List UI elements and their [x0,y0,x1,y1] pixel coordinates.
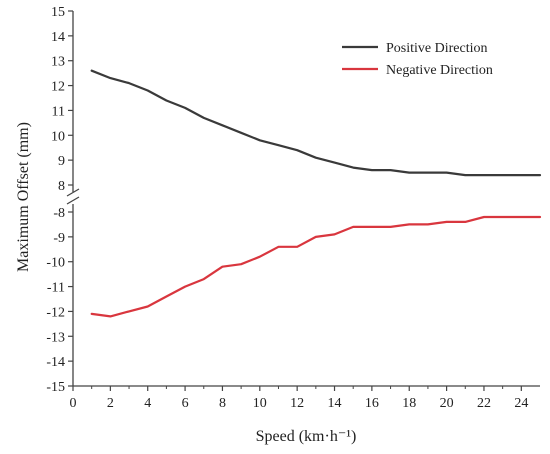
x-tick-label: 2 [107,396,114,411]
legend: Positive Direction Negative Direction [342,41,493,78]
y-tick-label: -12 [46,305,65,320]
y-tick-label: -8 [53,206,65,221]
y-axis-title: Maximum Offset (mm) [15,122,32,272]
x-tick-label: 4 [144,396,151,411]
y-tick-label: -15 [46,380,65,395]
y-tick-label: 11 [52,104,65,119]
series-layer [90,69,542,318]
x-axis-title: Speed (km·h⁻¹) [256,428,357,445]
series-line-positive-direction [90,69,542,177]
y-tick-label: 14 [51,30,65,45]
y-tick-label: 12 [51,80,65,95]
x-tick-label: 14 [328,396,342,411]
series-line-negative-direction [90,215,542,318]
x-tick-label: 18 [402,396,416,411]
y-tick-label: 10 [51,129,65,144]
axis-break-mark [66,188,80,197]
x-tick-label: 12 [290,396,304,411]
y-tick-label: -14 [46,355,65,370]
y-tick-label: -11 [47,281,65,296]
x-tick-label: 6 [182,396,189,411]
ticks: 0 2 4 6 8 10 12 14 16 18 20 22 2415141312111098-8-9-… [46,5,528,411]
x-tick-label: 0 [70,396,77,411]
x-tick-label: 20 [440,396,454,411]
y-tick-label: -10 [46,256,65,271]
y-tick-label: 8 [58,179,65,194]
legend-label: Negative Direction [386,63,493,78]
axis-break-mark [66,196,80,205]
legend-label: Positive Direction [386,41,488,56]
y-tick-label: -13 [46,330,65,345]
x-tick-label: 22 [477,396,491,411]
y-tick-label: 13 [51,55,65,70]
y-tick-label: -9 [53,231,65,246]
x-tick-label: 24 [514,396,528,411]
x-tick-label: 16 [365,396,379,411]
y-tick-label: 9 [58,154,65,169]
axes [66,11,540,387]
y-tick-label: 15 [51,5,65,20]
x-tick-label: 10 [253,396,267,411]
x-tick-label: 8 [219,396,226,411]
